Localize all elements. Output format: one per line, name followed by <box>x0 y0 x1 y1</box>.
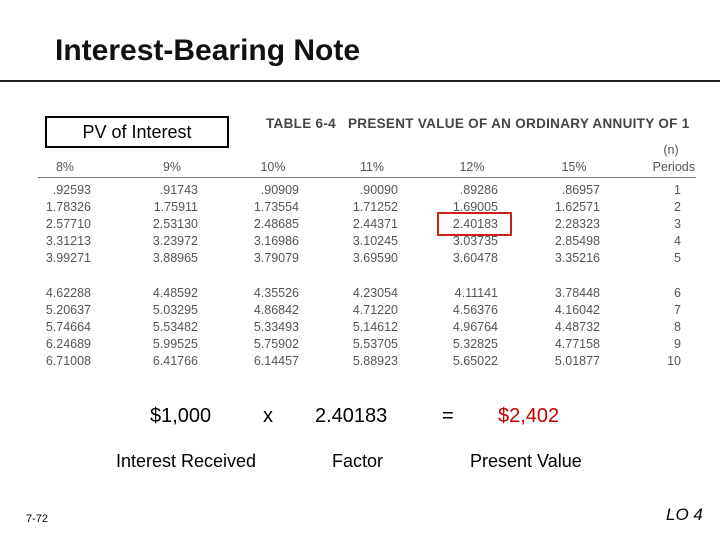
factor-label: Factor <box>332 451 384 471</box>
table-cell: 4.77158 <box>554 337 600 351</box>
table-cell: 2.28323 <box>554 217 600 231</box>
table-cell: 4.48732 <box>554 320 600 334</box>
table-cell: 4 <box>674 234 681 248</box>
table-cell: 4.35526 <box>253 286 299 300</box>
table-cell: 3.35216 <box>554 251 600 265</box>
table-cell: 3.78448 <box>554 286 600 300</box>
table-cell: 3 <box>674 217 681 231</box>
table-cell: 5.88923 <box>352 354 398 368</box>
table-cell: 5.14612 <box>352 320 398 334</box>
table-cell: 3.16986 <box>253 234 299 248</box>
table-cell: 4.96764 <box>452 320 498 334</box>
table-cell: 2.44371 <box>352 217 398 231</box>
table-cell: 6.14457 <box>253 354 299 368</box>
table-cell: 2.40183 <box>452 217 498 231</box>
table-cell: 10 <box>667 354 681 368</box>
table-cell: 4.62288 <box>45 286 91 300</box>
table-cell: 3.23972 <box>152 234 198 248</box>
periods-symbol: (n) <box>663 143 679 157</box>
table-cell: 3.99271 <box>45 251 91 265</box>
table-cell: 6.24689 <box>45 337 91 351</box>
table-cell: 4.16042 <box>554 303 600 317</box>
table-cell: 3.03735 <box>452 234 498 248</box>
table-cell: 5.33493 <box>253 320 299 334</box>
table-header-12pct: 12% <box>459 160 485 174</box>
table-cell: 3.31213 <box>45 234 91 248</box>
table-cell: 4.23054 <box>352 286 398 300</box>
interest-received-label: Interest Received <box>116 451 257 471</box>
present-value-result: $2,402 <box>498 405 560 427</box>
table-cell: 5.74664 <box>45 320 91 334</box>
table-cell: 6 <box>674 286 681 300</box>
times-sign: x <box>263 405 273 427</box>
table-cell: 1.71252 <box>352 200 398 214</box>
table-caption: PRESENT VALUE OF AN ORDINARY ANNUITY OF … <box>347 116 690 131</box>
table-cell: 5.20637 <box>45 303 91 317</box>
table-cell: .92593 <box>52 183 91 197</box>
table-cell: 3.79079 <box>253 251 299 265</box>
table-cell: 5.99525 <box>152 337 198 351</box>
table-cell: 5.53482 <box>152 320 198 334</box>
title-divider <box>0 80 720 82</box>
table-cell: 6.71008 <box>45 354 91 368</box>
table-cell: 1.62571 <box>554 200 600 214</box>
table-cell: 5.03295 <box>152 303 198 317</box>
table-header-15pct: 15% <box>561 160 587 174</box>
table-cell: 3.88965 <box>152 251 198 265</box>
table-cell: .86957 <box>561 183 600 197</box>
amount-value: $1,000 <box>150 405 212 427</box>
table-cell: 5.01877 <box>554 354 600 368</box>
table-cell: .89286 <box>459 183 498 197</box>
table-cell: 3.10245 <box>352 234 398 248</box>
pv-of-interest-callout: PV of Interest <box>45 116 229 148</box>
table-header-8pct: 8% <box>55 160 75 174</box>
table-cell: 2.48685 <box>253 217 299 231</box>
table-cell: 4.86842 <box>253 303 299 317</box>
table-cell: 1.78326 <box>45 200 91 214</box>
table-cell: 4.71220 <box>352 303 398 317</box>
table-cell: .91743 <box>159 183 198 197</box>
table-cell: 5.32825 <box>452 337 498 351</box>
table-cell: 2.53130 <box>152 217 198 231</box>
factor-value: 2.40183 <box>315 405 388 427</box>
table-header-9pct: 9% <box>162 160 182 174</box>
table-header-10pct: 10% <box>260 160 286 174</box>
table-cell: .90090 <box>359 183 398 197</box>
table-cell: 3.60478 <box>452 251 498 265</box>
slide-title: Interest-Bearing Note <box>55 34 361 67</box>
table-cell: 3.69590 <box>352 251 398 265</box>
equals-sign: = <box>442 405 454 427</box>
table-number: TABLE 6-4 <box>266 116 336 131</box>
table-cell: 7 <box>674 303 681 317</box>
table-cell: 1.73554 <box>253 200 299 214</box>
table-cell: 5.53705 <box>352 337 398 351</box>
factor-highlight-box <box>437 212 512 236</box>
table-cell: 1.69005 <box>452 200 498 214</box>
learning-objective: LO 4 <box>666 505 703 524</box>
table-cell: 2 <box>674 200 681 214</box>
present-value-label: Present Value <box>470 451 582 471</box>
slide-number: 7-72 <box>26 513 49 525</box>
table-title: TABLE 6-4 PRESENT VALUE OF AN ORDINARY AN… <box>266 116 690 131</box>
table-cell: 6.41766 <box>152 354 198 368</box>
table-cell: 1 <box>674 183 681 197</box>
table-cell: 9 <box>674 337 681 351</box>
table-cell: 4.48592 <box>152 286 198 300</box>
table-cell: 8 <box>674 320 681 334</box>
table-cell: 5.65022 <box>452 354 498 368</box>
table-cell: 1.75911 <box>153 200 198 214</box>
table-header-11pct: 11% <box>359 160 385 174</box>
table-cell: 5.75902 <box>253 337 299 351</box>
table-cell: 2.85498 <box>554 234 600 248</box>
table-cell: 5 <box>674 251 681 265</box>
header-divider <box>38 177 696 178</box>
table-header-periods: Periods <box>652 160 695 174</box>
table-cell: 4.56376 <box>452 303 498 317</box>
table-cell: .90909 <box>260 183 299 197</box>
table-cell: 2.57710 <box>45 217 91 231</box>
table-cell: 4.11141 <box>454 286 498 300</box>
